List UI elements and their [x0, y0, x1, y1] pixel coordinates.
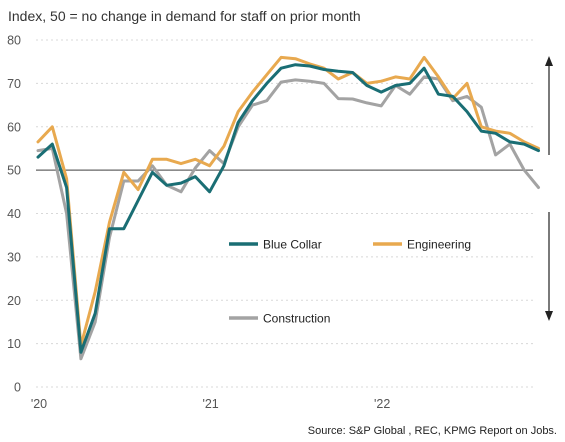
down-arrow-icon — [545, 212, 553, 321]
legend-label-blue-collar: Blue Collar — [263, 238, 322, 252]
y-tick-label: 40 — [7, 207, 21, 221]
y-tick-label: 80 — [7, 34, 21, 48]
y-tick-label: 70 — [7, 77, 21, 91]
series-line-engineering — [36, 55, 540, 348]
series-line-blue-collar — [36, 63, 540, 354]
chart-subtitle: Index, 50 = no change in demand for staf… — [8, 8, 361, 24]
x-tick-label: '21 — [202, 397, 218, 411]
legend-label-construction: Construction — [263, 312, 330, 326]
y-tick-label: 0 — [14, 381, 21, 395]
x-tick-label: '20 — [31, 397, 47, 411]
y-tick-label: 20 — [7, 294, 21, 308]
x-tick-label: '22 — [374, 397, 390, 411]
legend-item-construction: Construction — [229, 312, 330, 326]
y-axis-ticks: 0 10 20 30 40 50 60 70 80 — [7, 34, 21, 395]
y-tick-label: 50 — [7, 164, 21, 178]
x-axis-ticks: '20 '21 '22 — [31, 397, 391, 411]
source-note: Source: S&P Global , REC, KPMG Report on… — [308, 425, 557, 437]
legend-item-engineering: Engineering — [373, 238, 471, 252]
up-arrow-icon — [545, 56, 553, 155]
y-tick-label: 10 — [7, 337, 21, 351]
legend-item-blue-collar: Blue Collar — [229, 238, 322, 252]
y-tick-label: 30 — [7, 250, 21, 264]
legend-label-engineering: Engineering — [407, 238, 471, 252]
legend: Blue Collar Engineering Construction — [229, 238, 471, 326]
y-tick-label: 60 — [7, 120, 21, 134]
series-lines — [36, 55, 540, 361]
